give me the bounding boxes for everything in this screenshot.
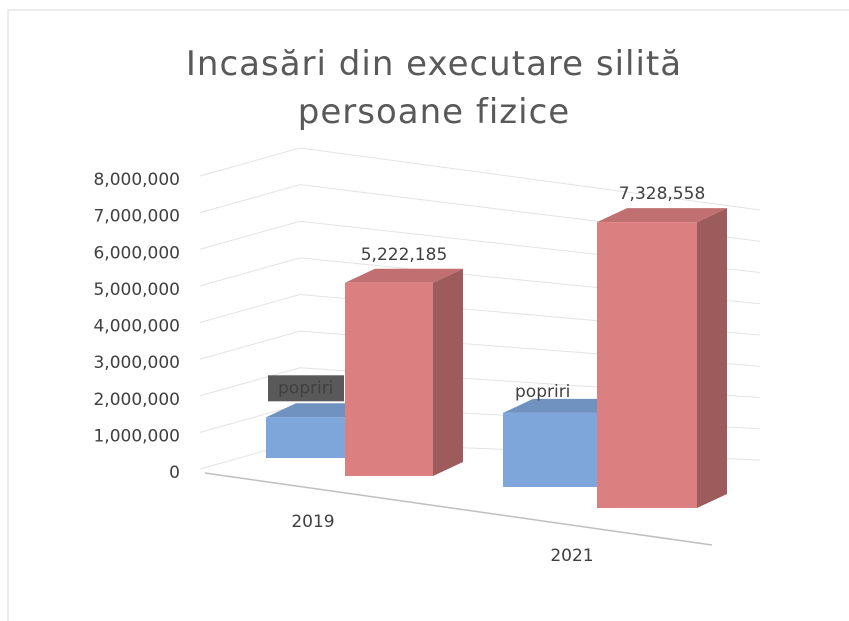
y-tick-label: 7,000,000 (93, 207, 180, 227)
bar-top (597, 208, 727, 223)
data-label: 7,328,558 (619, 184, 706, 204)
y-tick-label: 4,000,000 (93, 317, 180, 337)
x-tick-label: 2021 (550, 546, 593, 566)
y-tick-label: 3,000,000 (93, 353, 180, 373)
bar-front (345, 282, 433, 476)
bar-top (503, 398, 627, 413)
grid-line (199, 147, 761, 211)
bar-top (345, 268, 463, 283)
bar-front (503, 412, 597, 487)
bar-front (266, 417, 348, 458)
y-tick-label: 6,000,000 (93, 243, 180, 263)
y-tick-label: 1,000,000 (93, 426, 180, 446)
bar-front (597, 222, 697, 509)
chart-border (7, 9, 849, 621)
y-tick-label: 5,000,000 (93, 280, 180, 300)
bar (345, 268, 463, 476)
data-label: popriri (278, 378, 333, 398)
data-label: popriri (515, 382, 570, 402)
data-label-box (268, 375, 344, 402)
bar-side (433, 268, 463, 476)
y-tick-label: 2,000,000 (93, 390, 180, 410)
bar (597, 208, 727, 509)
y-tick-label: 0 (169, 463, 180, 483)
y-tick-label: 8,000,000 (93, 170, 180, 190)
bar-side (697, 208, 727, 509)
chart-title: Incasări din executare silită persoane f… (185, 44, 683, 132)
floor-axis (204, 472, 713, 546)
data-label: 5,222,185 (361, 245, 448, 265)
x-tick-label: 2019 (291, 512, 334, 532)
